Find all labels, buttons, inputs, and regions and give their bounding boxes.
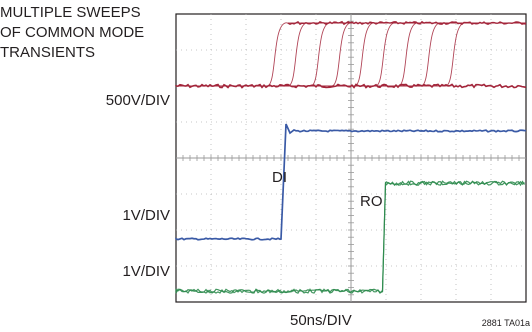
di-scale-label: 1V/DIV <box>122 207 170 224</box>
ro-scale-label: 1V/DIV <box>122 263 170 280</box>
common-mode-scale-label: 500V/DIV <box>105 92 170 109</box>
x-axis-label: 50ns/DIV <box>290 312 352 329</box>
ro-trace <box>175 180 525 294</box>
chart-annotation: MULTIPLE SWEEPS OF COMMON MODE TRANSIENT… <box>0 3 144 63</box>
common-mode-sweep-trace <box>176 22 526 87</box>
common-mode-high-trace <box>287 20 527 26</box>
ro-trace-label: RO <box>360 193 383 210</box>
figure-id: 2881 TA01a <box>481 318 530 328</box>
annotation-line-3: TRANSIENTS <box>0 44 96 61</box>
common-mode-baseline-trace <box>175 83 527 89</box>
di-trace-label: DI <box>272 169 287 186</box>
di-trace <box>175 123 527 241</box>
annotation-line-2: OF COMMON MODE <box>0 24 145 41</box>
annotation-line-1: MULTIPLE SWEEPS <box>0 4 141 21</box>
